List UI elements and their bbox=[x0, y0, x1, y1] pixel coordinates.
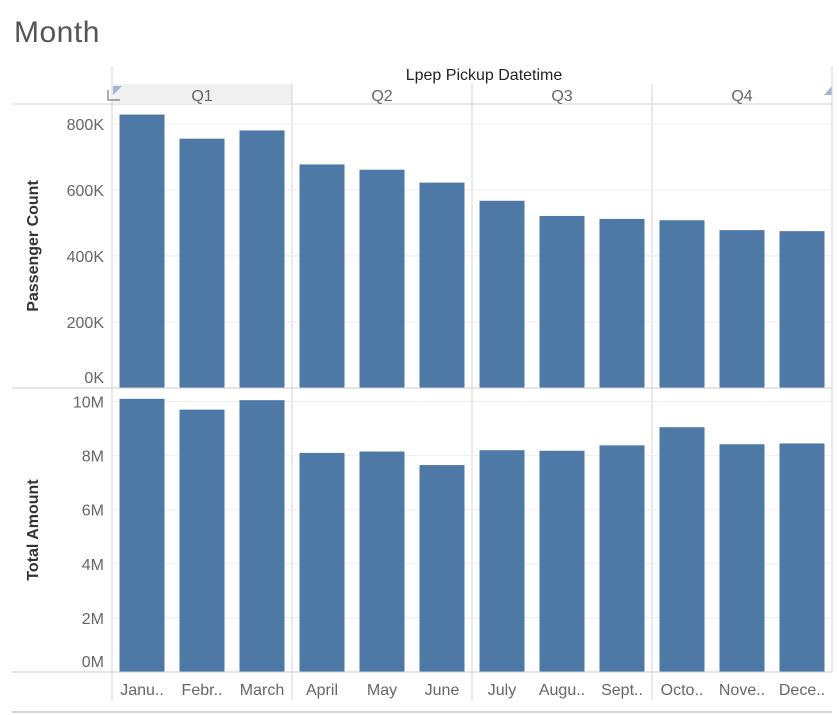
bar-passenger-count[interactable] bbox=[239, 130, 285, 388]
y-axis-title: Total Amount bbox=[25, 479, 42, 581]
sort-corner-icon[interactable] bbox=[113, 86, 122, 95]
x-category-label: June bbox=[425, 682, 460, 699]
bar-total-amount[interactable] bbox=[359, 451, 405, 672]
bar-passenger-count[interactable] bbox=[179, 138, 225, 388]
quarter-header-q4: Q4 bbox=[731, 88, 752, 105]
quarter-header-q2: Q2 bbox=[371, 88, 392, 105]
bar-passenger-count[interactable] bbox=[599, 218, 645, 388]
x-category-label: July bbox=[488, 682, 516, 699]
bar-total-amount[interactable] bbox=[779, 443, 825, 672]
quarter-header-q3: Q3 bbox=[551, 88, 572, 105]
y-tick-label: 0M bbox=[82, 654, 104, 671]
sheet-title: Month bbox=[14, 16, 100, 49]
quarter-header-q1-highlight bbox=[114, 84, 292, 104]
bar-total-amount[interactable] bbox=[419, 465, 465, 672]
y-tick-label: 8M bbox=[82, 449, 104, 466]
bar-passenger-count[interactable] bbox=[719, 230, 765, 388]
y-tick-label: 2M bbox=[82, 611, 104, 628]
bar-total-amount[interactable] bbox=[599, 445, 645, 672]
x-category-label: Dece.. bbox=[779, 682, 825, 699]
bar-passenger-count[interactable] bbox=[419, 182, 465, 388]
y-tick-label: 800K bbox=[67, 117, 105, 134]
x-category-label: Sept.. bbox=[601, 682, 643, 699]
bar-total-amount[interactable] bbox=[659, 427, 705, 672]
bar-passenger-count[interactable] bbox=[479, 200, 525, 388]
bar-passenger-count[interactable] bbox=[119, 114, 165, 388]
sort-corner-icon[interactable] bbox=[824, 86, 832, 95]
bar-total-amount[interactable] bbox=[119, 398, 165, 672]
bar-passenger-count[interactable] bbox=[359, 169, 405, 388]
y-tick-label: 0K bbox=[84, 370, 104, 387]
bar-total-amount[interactable] bbox=[239, 400, 285, 672]
x-category-label: Febr.. bbox=[182, 682, 223, 699]
x-category-label: Nove.. bbox=[719, 682, 765, 699]
collapse-header-icon[interactable] bbox=[107, 90, 120, 101]
bar-passenger-count[interactable] bbox=[779, 231, 825, 388]
bar-total-amount[interactable] bbox=[719, 444, 765, 672]
bar-passenger-count[interactable] bbox=[659, 220, 705, 388]
x-category-label: Janu.. bbox=[120, 682, 164, 699]
y-tick-label: 600K bbox=[67, 183, 105, 200]
y-tick-label: 4M bbox=[82, 557, 104, 574]
bar-passenger-count[interactable] bbox=[299, 164, 345, 388]
x-category-label: March bbox=[240, 682, 284, 699]
bar-total-amount[interactable] bbox=[299, 452, 345, 672]
bar-passenger-count[interactable] bbox=[539, 215, 585, 388]
quarter-header-q1: Q1 bbox=[191, 88, 212, 105]
y-tick-label: 200K bbox=[67, 315, 105, 332]
x-category-label: May bbox=[367, 682, 397, 699]
bar-total-amount[interactable] bbox=[539, 450, 585, 672]
x-category-label: Octo.. bbox=[661, 682, 704, 699]
bar-total-amount[interactable] bbox=[479, 450, 525, 672]
bar-total-amount[interactable] bbox=[179, 409, 225, 672]
x-category-label: April bbox=[306, 682, 338, 699]
y-axis-title: Passenger Count bbox=[25, 180, 42, 312]
y-tick-label: 10M bbox=[73, 395, 104, 412]
x-category-label: Augu.. bbox=[539, 682, 585, 699]
column-field-header: Lpep Pickup Datetime bbox=[406, 67, 563, 84]
y-tick-label: 6M bbox=[82, 503, 104, 520]
y-tick-label: 400K bbox=[67, 249, 105, 266]
